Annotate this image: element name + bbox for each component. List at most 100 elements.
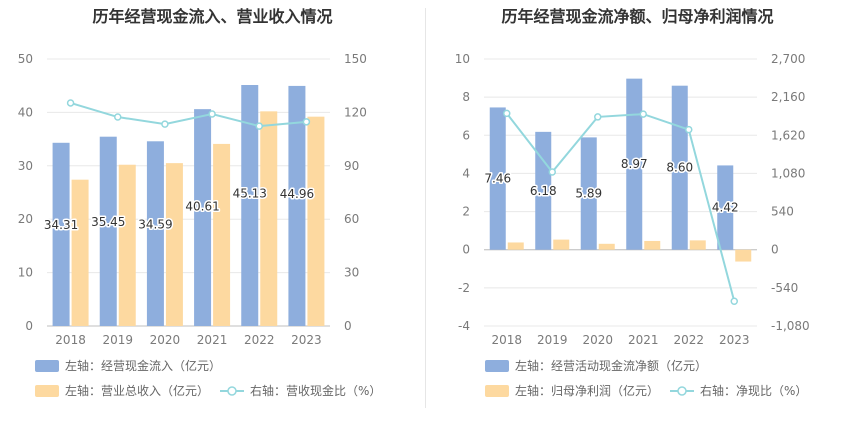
right-y-left-tick: -2 xyxy=(458,281,470,295)
left-bar-secondary xyxy=(165,163,183,326)
right-y-left-tick: 2 xyxy=(462,205,470,219)
left-y-left-tick: 40 xyxy=(18,105,33,119)
left-x-tick: 2020 xyxy=(150,333,181,347)
left-x-tick: 2022 xyxy=(244,333,275,347)
left-bar-secondary xyxy=(307,116,325,326)
right-data-label: 6.18 xyxy=(530,184,557,198)
left-chart: 0 10 20 30 40 50 0 30 60 90 120 150 2018 2019 2020 2021… xyxy=(18,52,382,398)
right-y-left-tick: 8 xyxy=(462,90,470,104)
left-bar-secondary xyxy=(71,179,89,326)
right-bar-primary xyxy=(535,131,552,250)
right-ratio-point xyxy=(548,168,556,176)
left-bar-secondary xyxy=(260,111,278,326)
right-bar-primary xyxy=(626,78,643,250)
left-data-label: 45.13 xyxy=(233,186,267,200)
left-ratio-point xyxy=(208,110,216,118)
right-bar-secondary xyxy=(689,240,706,250)
right-data-label: 4.42 xyxy=(712,201,739,215)
right-ratio-point xyxy=(594,113,602,121)
left-x-tick: 2021 xyxy=(197,333,228,347)
right-bar-secondary xyxy=(507,242,524,250)
right-x-tick: 2020 xyxy=(582,333,613,347)
panel-divider xyxy=(425,8,426,408)
left-y-left-tick: 0 xyxy=(25,319,33,333)
left-y-right-tick: 30 xyxy=(344,266,359,280)
right-x-tick: 2022 xyxy=(673,333,704,347)
left-bar-primary xyxy=(241,85,259,326)
left-bar-primary xyxy=(146,141,164,326)
left-x-tick: 2023 xyxy=(291,333,322,347)
right-bar-secondary xyxy=(735,249,752,262)
left-x-tick: 2019 xyxy=(102,333,133,347)
right-x-tick: 2023 xyxy=(719,333,750,347)
left-data-label: 34.31 xyxy=(44,218,78,232)
right-y-right-tick: 540 xyxy=(771,205,794,219)
right-y-left-tick: -4 xyxy=(458,319,470,333)
right-ratio-point xyxy=(503,109,511,118)
right-y-right-tick: -540 xyxy=(771,281,798,295)
right-y-left-tick: 4 xyxy=(462,166,470,180)
right-bar-primary xyxy=(580,137,597,250)
right-legend-label-primary: 左轴：经营活动现金流净额（亿元） xyxy=(515,358,707,373)
right-chart-title: 历年经营现金流净额、归母净利润情况 xyxy=(501,7,774,26)
right-legend-line-marker xyxy=(677,386,687,396)
right-y-right-tick: 2,700 xyxy=(771,52,805,66)
left-ratio-line xyxy=(70,102,307,128)
left-bar-primary xyxy=(194,109,212,326)
left-y-right-tick: 120 xyxy=(344,105,367,119)
right-y-left-tick: 0 xyxy=(462,243,470,257)
right-bar-primary xyxy=(671,85,688,250)
left-bar-secondary xyxy=(118,164,136,326)
left-data-label: 40.61 xyxy=(185,200,219,214)
right-data-label: 8.97 xyxy=(621,157,648,171)
left-data-label: 34.59 xyxy=(138,217,172,231)
right-y-left-tick: 10 xyxy=(455,52,470,66)
right-ratio-point xyxy=(730,297,738,306)
left-data-label: 35.45 xyxy=(91,215,125,229)
right-y-right-tick: 0 xyxy=(771,243,779,257)
right-y-right-tick: 2,160 xyxy=(771,90,805,104)
right-ratio-line xyxy=(505,112,736,302)
left-bar-primary xyxy=(99,136,117,326)
right-bar-primary xyxy=(489,107,506,250)
left-bar-secondary xyxy=(213,143,231,326)
left-ratio-point xyxy=(161,120,169,128)
left-legend-label-secondary: 左轴：营业总收入（亿元） xyxy=(65,383,209,398)
right-bar-primary xyxy=(717,165,734,250)
left-chart-title: 历年经营现金流入、营业收入情况 xyxy=(92,7,333,26)
left-y-left-tick: 20 xyxy=(18,212,33,226)
left-data-label: 44.96 xyxy=(280,187,314,201)
right-bar-secondary xyxy=(598,243,615,250)
left-legend-swatch-primary xyxy=(35,360,59,372)
left-legend-label-primary: 左轴：经营现金流入（亿元） xyxy=(65,358,221,373)
right-y-right-tick: 1,080 xyxy=(771,166,805,180)
right-legend-swatch-primary xyxy=(485,360,509,372)
right-x-tick: 2021 xyxy=(628,333,659,347)
right-chart: -4 -2 0 2 4 6 8 10 -1,080 -540 0 540 1,080 1,620 2,160… xyxy=(455,52,810,398)
right-bar-secondary xyxy=(553,239,570,250)
left-y-right-tick: 60 xyxy=(344,212,359,226)
right-y-right-tick: -1,080 xyxy=(771,319,810,333)
right-data-label: 8.60 xyxy=(666,161,693,175)
left-y-left-tick: 50 xyxy=(18,52,33,66)
right-legend-label-line: 右轴：净现比（%） xyxy=(700,383,807,398)
left-ratio-point xyxy=(255,122,263,130)
right-legend-label-secondary: 左轴：归母净利润（亿元） xyxy=(515,383,659,398)
left-legend-line-marker xyxy=(227,386,237,396)
right-x-tick: 2018 xyxy=(491,333,522,347)
left-y-right-tick: 0 xyxy=(344,319,352,333)
right-y-right-tick: 1,620 xyxy=(771,128,805,142)
left-x-tick: 2018 xyxy=(55,333,86,347)
left-ratio-point xyxy=(66,99,75,107)
right-y-left-tick: 6 xyxy=(462,128,470,142)
left-y-left-tick: 10 xyxy=(18,266,33,280)
right-ratio-point xyxy=(685,125,693,134)
right-ratio-point xyxy=(639,110,647,118)
right-data-label: 7.46 xyxy=(484,172,511,186)
left-bar-primary xyxy=(288,85,306,326)
left-y-right-tick: 90 xyxy=(344,159,359,173)
right-x-tick: 2019 xyxy=(537,333,568,347)
left-bar-primary xyxy=(52,142,70,326)
left-legend-label-line: 右轴：营收现金比（%） xyxy=(250,383,381,398)
left-y-right-tick: 150 xyxy=(344,52,367,66)
